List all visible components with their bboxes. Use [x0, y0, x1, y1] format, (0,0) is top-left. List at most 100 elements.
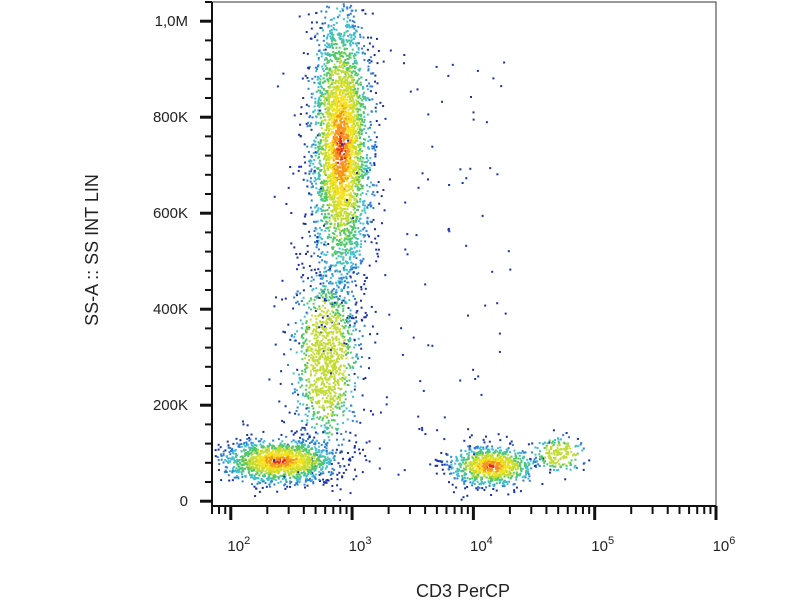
event-dot: [349, 315, 351, 318]
event-dot: [351, 25, 354, 28]
event-dot: [351, 195, 354, 198]
event-dot: [323, 439, 326, 442]
event-dot: [240, 445, 243, 448]
event-dot: [355, 199, 358, 202]
event-dot: [362, 36, 365, 39]
event-dot: [327, 226, 330, 229]
event-dot: [362, 175, 364, 178]
event-dot: [320, 310, 323, 313]
event-dot: [357, 272, 360, 275]
event-dot: [312, 288, 315, 290]
event-dot: [304, 213, 307, 216]
event-dot: [321, 259, 324, 262]
event-dot: [351, 185, 354, 188]
event-dot: [344, 106, 347, 109]
event-dot: [342, 364, 345, 367]
event-dot: [333, 115, 336, 118]
event-dot: [309, 297, 312, 300]
event-dot: [344, 160, 347, 163]
event-dot: [332, 316, 335, 319]
event-dot: [317, 393, 320, 396]
event-dot: [305, 367, 308, 370]
event-dot: [322, 135, 325, 138]
event-dot: [314, 140, 317, 143]
event-dot: [331, 114, 334, 117]
event-dot: [312, 398, 314, 401]
event-dot: [336, 397, 339, 400]
event-dot: [345, 153, 348, 155]
event-dot: [343, 88, 346, 91]
event-dot: [349, 105, 352, 108]
event-dot: [253, 485, 256, 488]
event-dot: [318, 369, 321, 372]
event-dot: [360, 356, 363, 359]
event-dot: [336, 478, 339, 481]
event-dot: [340, 170, 343, 173]
event-dot: [305, 112, 308, 115]
event-dot: [332, 173, 335, 176]
event-dot: [334, 184, 337, 187]
event-dot: [330, 360, 333, 363]
event-dot: [326, 91, 329, 94]
event-dot: [340, 290, 343, 292]
event-dot: [352, 329, 355, 332]
event-dot: [360, 133, 363, 135]
event-dot: [278, 468, 280, 471]
event-dot: [325, 296, 328, 299]
event-dot: [304, 357, 307, 360]
event-dot: [339, 231, 342, 234]
event-dot: [313, 109, 316, 112]
event-dot: [237, 471, 240, 474]
event-dot: [329, 355, 332, 358]
event-dot: [318, 292, 321, 295]
event-dot: [351, 204, 354, 207]
event-dot: [358, 344, 361, 347]
event-dot: [347, 169, 350, 172]
event-dot: [313, 388, 316, 391]
event-dot: [371, 147, 374, 150]
event-dot: [305, 330, 308, 333]
event-dot: [345, 352, 348, 355]
event-dot: [339, 102, 342, 105]
event-dot: [343, 229, 346, 232]
event-dot: [350, 40, 353, 43]
event-dot: [342, 269, 345, 271]
event-dot: [333, 163, 336, 166]
event-dot: [300, 276, 303, 279]
event-dot: [321, 356, 324, 358]
event-dot: [353, 415, 356, 418]
event-dot: [343, 211, 346, 214]
event-dot: [338, 94, 341, 96]
event-dot: [361, 129, 364, 132]
event-dot: [340, 134, 343, 137]
event-dot: [324, 44, 327, 47]
event-dot: [328, 458, 331, 461]
event-dot: [322, 152, 325, 155]
event-dot: [337, 161, 339, 164]
event-dot: [325, 220, 328, 223]
event-dot: [313, 413, 316, 415]
event-dot: [352, 220, 355, 222]
event-dot: [349, 324, 351, 327]
event-dot: [356, 273, 359, 275]
event-dot: [314, 362, 317, 365]
event-dot: [315, 187, 318, 190]
event-dot: [316, 32, 319, 35]
event-dot: [333, 359, 335, 362]
event-dot: [322, 96, 325, 98]
event-dot: [320, 323, 323, 326]
event-dot: [347, 193, 350, 196]
event-dot: [347, 186, 350, 189]
event-dot: [335, 28, 338, 31]
event-dot: [335, 131, 338, 134]
event-dot: [361, 118, 364, 121]
event-dot: [317, 82, 320, 85]
event-dot: [332, 330, 335, 333]
event-dot: [329, 424, 332, 427]
event-dot: [363, 207, 366, 210]
event-dot: [331, 336, 334, 339]
event-dot: [347, 216, 350, 219]
event-dot: [323, 181, 326, 184]
event-dot: [327, 291, 330, 294]
event-dot: [338, 330, 341, 333]
